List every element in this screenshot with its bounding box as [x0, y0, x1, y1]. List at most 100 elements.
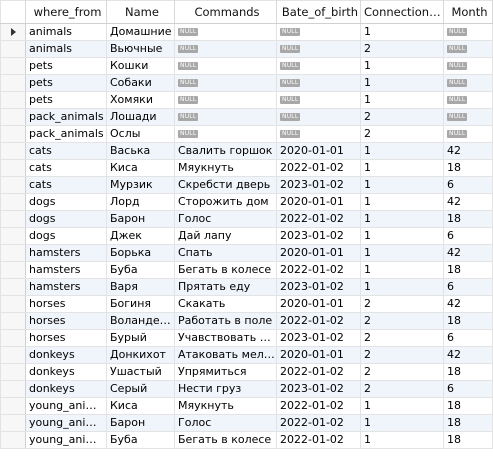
- cell-connection-id[interactable]: 2: [360, 108, 444, 126]
- row-header[interactable]: [0, 431, 26, 449]
- table-row[interactable]: young_animals Буба Бегать в колесе 2022-01-…: [0, 431, 493, 449]
- cell-bate-of-birth[interactable]: NULL: [276, 57, 361, 75]
- table-row[interactable]: donkeys Ушастый Упрямиться 2022-01-02 2 18: [0, 363, 493, 381]
- cell-commands[interactable]: Учавствовать в скачках: [174, 329, 277, 347]
- table-row[interactable]: young_animals Барон Голос 2022-01-02 1 18: [0, 414, 493, 432]
- cell-bate-of-birth[interactable]: NULL: [276, 91, 361, 109]
- cell-month[interactable]: 18: [443, 363, 493, 381]
- cell-connection-id[interactable]: 1: [360, 159, 444, 177]
- cell-connection-id[interactable]: 1: [360, 142, 444, 160]
- column-header-month[interactable]: Month: [443, 0, 493, 24]
- cell-commands[interactable]: Работать в поле: [174, 312, 277, 330]
- cell-name[interactable]: Ослы: [106, 125, 175, 143]
- cell-month[interactable]: 18: [443, 261, 493, 279]
- table-row[interactable]: dogs Барон Голос 2022-01-02 1 18: [0, 210, 493, 228]
- cell-commands[interactable]: Спать: [174, 244, 277, 262]
- cell-where-from[interactable]: pets: [25, 91, 107, 109]
- cell-where-from[interactable]: hamsters: [25, 244, 107, 262]
- cell-connection-id[interactable]: 1: [360, 244, 444, 262]
- row-header[interactable]: [0, 295, 26, 313]
- cell-bate-of-birth[interactable]: 2023-01-02: [276, 380, 361, 398]
- cell-where-from[interactable]: young_animals: [25, 414, 107, 432]
- cell-where-from[interactable]: horses: [25, 295, 107, 313]
- cell-name[interactable]: Киса: [106, 159, 175, 177]
- cell-name[interactable]: Хомяки: [106, 91, 175, 109]
- row-header[interactable]: [0, 278, 26, 296]
- cell-month[interactable]: 6: [443, 329, 493, 347]
- cell-bate-of-birth[interactable]: 2020-01-01: [276, 244, 361, 262]
- cell-connection-id[interactable]: 1: [360, 414, 444, 432]
- cell-month[interactable]: 18: [443, 414, 493, 432]
- cell-month[interactable]: 18: [443, 210, 493, 228]
- cell-connection-id[interactable]: 1: [360, 227, 444, 245]
- column-header-where-from[interactable]: where_from: [25, 0, 107, 24]
- table-row[interactable]: young_animals Киса Мяукнуть 2022-01-02 1 18: [0, 397, 493, 415]
- table-row[interactable]: pets Кошки NULL NULL 1 NULL: [0, 57, 493, 75]
- table-row[interactable]: hamsters Варя Прятать еду 2023-01-02 1 6: [0, 278, 493, 296]
- cell-where-from[interactable]: donkeys: [25, 346, 107, 364]
- cell-where-from[interactable]: cats: [25, 142, 107, 160]
- cell-where-from[interactable]: pets: [25, 57, 107, 75]
- table-row[interactable]: cats Васька Свалить горшок 2020-01-01 1 42: [0, 142, 493, 160]
- row-header[interactable]: [0, 193, 26, 211]
- table-row[interactable]: horsesВоландемортРаботать в поле2022-01-…: [0, 312, 493, 330]
- cell-commands[interactable]: Мяукнуть: [174, 397, 277, 415]
- table-row[interactable]: pets Хомяки NULL NULL 1 NULL: [0, 91, 493, 109]
- cell-month[interactable]: 42: [443, 346, 493, 364]
- cell-name[interactable]: Серый: [106, 380, 175, 398]
- cell-where-from[interactable]: horses: [25, 329, 107, 347]
- cell-where-from[interactable]: animals: [25, 23, 107, 41]
- cell-bate-of-birth[interactable]: 2022-01-02: [276, 397, 361, 415]
- cell-bate-of-birth[interactable]: 2022-01-02: [276, 210, 361, 228]
- cell-commands[interactable]: Голос: [174, 210, 277, 228]
- cell-name[interactable]: Борька: [106, 244, 175, 262]
- row-header[interactable]: [0, 261, 26, 279]
- cell-commands[interactable]: Сторожить дом: [174, 193, 277, 211]
- cell-bate-of-birth[interactable]: NULL: [276, 125, 361, 143]
- cell-commands[interactable]: Голос: [174, 414, 277, 432]
- cell-name[interactable]: Собаки: [106, 74, 175, 92]
- row-header[interactable]: [0, 40, 26, 58]
- cell-bate-of-birth[interactable]: 2022-01-02: [276, 159, 361, 177]
- cell-commands[interactable]: Бегать в колесе: [174, 431, 277, 449]
- cell-bate-of-birth[interactable]: 2022-01-02: [276, 431, 361, 449]
- cell-commands[interactable]: Мяукнуть: [174, 159, 277, 177]
- cell-month[interactable]: 6: [443, 176, 493, 194]
- table-row[interactable]: pack_animals Ослы NULL NULL 2 NULL: [0, 125, 493, 143]
- cell-name[interactable]: Барон: [106, 210, 175, 228]
- cell-where-from[interactable]: young_animals: [25, 397, 107, 415]
- cell-where-from[interactable]: cats: [25, 159, 107, 177]
- cell-bate-of-birth[interactable]: 2023-01-02: [276, 329, 361, 347]
- cell-connection-id[interactable]: 1: [360, 431, 444, 449]
- cell-where-from[interactable]: horses: [25, 312, 107, 330]
- row-header[interactable]: [0, 74, 26, 92]
- cell-bate-of-birth[interactable]: 2022-01-02: [276, 312, 361, 330]
- cell-connection-id[interactable]: 1: [360, 176, 444, 194]
- cell-month[interactable]: 6: [443, 227, 493, 245]
- cell-where-from[interactable]: hamsters: [25, 261, 107, 279]
- cell-commands[interactable]: Скребсти дверь: [174, 176, 277, 194]
- cell-connection-id[interactable]: 2: [360, 380, 444, 398]
- cell-name[interactable]: Буба: [106, 431, 175, 449]
- cell-bate-of-birth[interactable]: NULL: [276, 108, 361, 126]
- cell-commands[interactable]: Свалить горшок: [174, 142, 277, 160]
- row-header[interactable]: [0, 329, 26, 347]
- cell-month[interactable]: 18: [443, 159, 493, 177]
- cell-where-from[interactable]: cats: [25, 176, 107, 194]
- cell-commands[interactable]: NULL: [174, 125, 277, 143]
- table-row[interactable]: pets Собаки NULL NULL 1 NULL: [0, 74, 493, 92]
- cell-month[interactable]: 6: [443, 278, 493, 296]
- cell-commands[interactable]: Дай лапу: [174, 227, 277, 245]
- row-header[interactable]: [0, 159, 26, 177]
- cell-bate-of-birth[interactable]: 2020-01-01: [276, 142, 361, 160]
- cell-where-from[interactable]: donkeys: [25, 363, 107, 381]
- cell-commands[interactable]: NULL: [174, 74, 277, 92]
- cell-connection-id[interactable]: 1: [360, 91, 444, 109]
- cell-month[interactable]: 18: [443, 312, 493, 330]
- cell-month[interactable]: 6: [443, 380, 493, 398]
- cell-bate-of-birth[interactable]: 2020-01-01: [276, 295, 361, 313]
- cell-name[interactable]: Ушастый: [106, 363, 175, 381]
- cell-bate-of-birth[interactable]: 2022-01-02: [276, 414, 361, 432]
- cell-commands[interactable]: Атаковать мельницы: [174, 346, 277, 364]
